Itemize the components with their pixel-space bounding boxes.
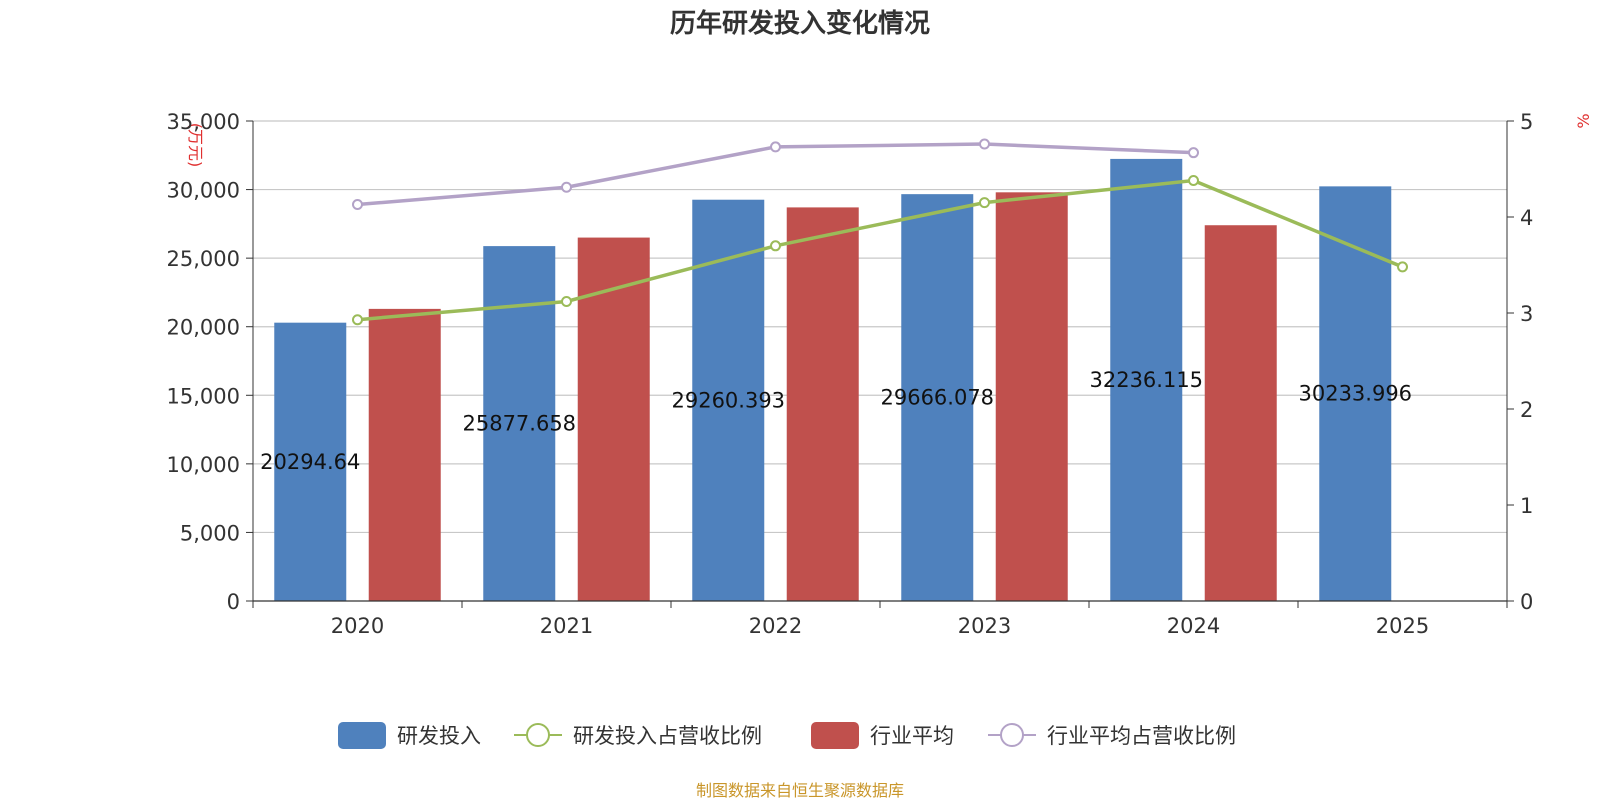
point-rd-ratio xyxy=(1397,261,1408,273)
legend-item-rd-investment[interactable]: 研发投入 xyxy=(338,722,481,749)
data-source-note: 制图数据来自恒生聚源数据库 xyxy=(696,781,904,800)
bar-industry-avg xyxy=(995,192,1068,602)
left-axis-tick-label: 20,000 xyxy=(167,316,240,340)
left-axis-tick-label: 0 xyxy=(227,590,240,614)
legend-swatch-industry-avg xyxy=(811,722,859,749)
line-series xyxy=(352,138,1408,326)
x-axis-tick-label: 2021 xyxy=(540,614,593,638)
right-axis-tick-label: 4 xyxy=(1520,206,1533,230)
bar-rd-investment xyxy=(901,194,974,601)
left-axis-tick-label: 30,000 xyxy=(167,179,240,203)
legend-label-rd-ratio: 研发投入占营收比例 xyxy=(573,724,762,748)
bar-industry-avg xyxy=(1204,225,1277,601)
x-axis-tick-label: 2023 xyxy=(958,614,1011,638)
right-axis-tick-label: 0 xyxy=(1520,590,1533,614)
right-axis-tick-label: 5 xyxy=(1520,110,1533,134)
bar-value-label: 29260.393 xyxy=(671,388,785,412)
bar-industry-avg xyxy=(577,237,650,602)
bar-rd-investment xyxy=(274,322,347,601)
x-axis-tick-label: 2020 xyxy=(331,614,384,638)
right-axis-tick-label: 3 xyxy=(1520,302,1533,326)
bar-labels: 20294.64 25877.658 29260.393 29666.078 32236… xyxy=(260,368,1412,474)
right-axis-unit: % xyxy=(1574,113,1593,128)
point-industry-ratio xyxy=(770,141,781,153)
bar-industry-avg xyxy=(786,207,859,601)
legend-item-industry-avg[interactable]: 行业平均 xyxy=(811,722,954,749)
legend-label-industry-ratio: 行业平均占营收比例 xyxy=(1047,724,1236,748)
bar-value-label: 29666.078 xyxy=(880,386,994,410)
bar-value-label: 25877.658 xyxy=(462,412,576,436)
x-axis-tick-label: 2025 xyxy=(1376,614,1429,638)
point-rd-ratio xyxy=(561,295,572,307)
left-axis-tick-label: 25,000 xyxy=(167,247,240,271)
point-rd-ratio xyxy=(352,314,363,326)
point-industry-ratio xyxy=(352,199,363,211)
bars xyxy=(274,158,1392,602)
legend-swatch-rd-investment xyxy=(338,722,386,749)
point-industry-ratio xyxy=(979,138,990,150)
x-axis-tick-label: 2022 xyxy=(749,614,802,638)
point-industry-ratio xyxy=(1188,147,1199,159)
bar-value-label: 32236.115 xyxy=(1089,368,1203,392)
bar-rd-investment xyxy=(1110,158,1183,601)
bar-value-label: 20294.64 xyxy=(260,450,360,474)
legend-label-rd-investment: 研发投入 xyxy=(397,724,481,748)
point-industry-ratio xyxy=(561,181,572,193)
legend-swatch-industry-ratio-marker xyxy=(1000,723,1024,747)
left-axis-tick-label: 5,000 xyxy=(180,521,240,545)
point-rd-ratio xyxy=(1188,175,1199,187)
x-axis-tick-label: 2024 xyxy=(1167,614,1220,638)
bar-rd-investment xyxy=(692,199,765,602)
left-axis-tick-label: 35,000 xyxy=(167,110,240,134)
right-axis-tick-label: 2 xyxy=(1520,398,1533,422)
line-rd-ratio xyxy=(357,178,1404,322)
left-axis-tick-label: 10,000 xyxy=(167,453,240,477)
chart-title: 历年研发投入变化情况 xyxy=(670,8,930,39)
point-rd-ratio xyxy=(979,197,990,209)
left-axis-tick-label: 15,000 xyxy=(167,384,240,408)
legend-item-rd-ratio[interactable]: 研发投入占营收比例 xyxy=(514,723,762,748)
right-axis-tick-label: 1 xyxy=(1520,494,1533,518)
legend-swatch-rd-ratio-marker xyxy=(526,723,550,747)
bar-industry-avg xyxy=(368,308,441,601)
bar-value-label: 30233.996 xyxy=(1298,382,1412,406)
legend: 研发投入 研发投入占营收比例 行业平均 行业平均占营收比例 xyxy=(338,722,1236,749)
axes: 0 5,000 10,000 15,000 20,000 25,000 30,000 35,0… xyxy=(167,110,1534,638)
left-axis-unit: (万元) xyxy=(186,123,205,168)
legend-label-industry-avg: 行业平均 xyxy=(870,724,954,748)
legend-item-industry-ratio[interactable]: 行业平均占营收比例 xyxy=(988,723,1236,748)
point-rd-ratio xyxy=(770,240,781,252)
grid-lines xyxy=(253,120,1507,534)
